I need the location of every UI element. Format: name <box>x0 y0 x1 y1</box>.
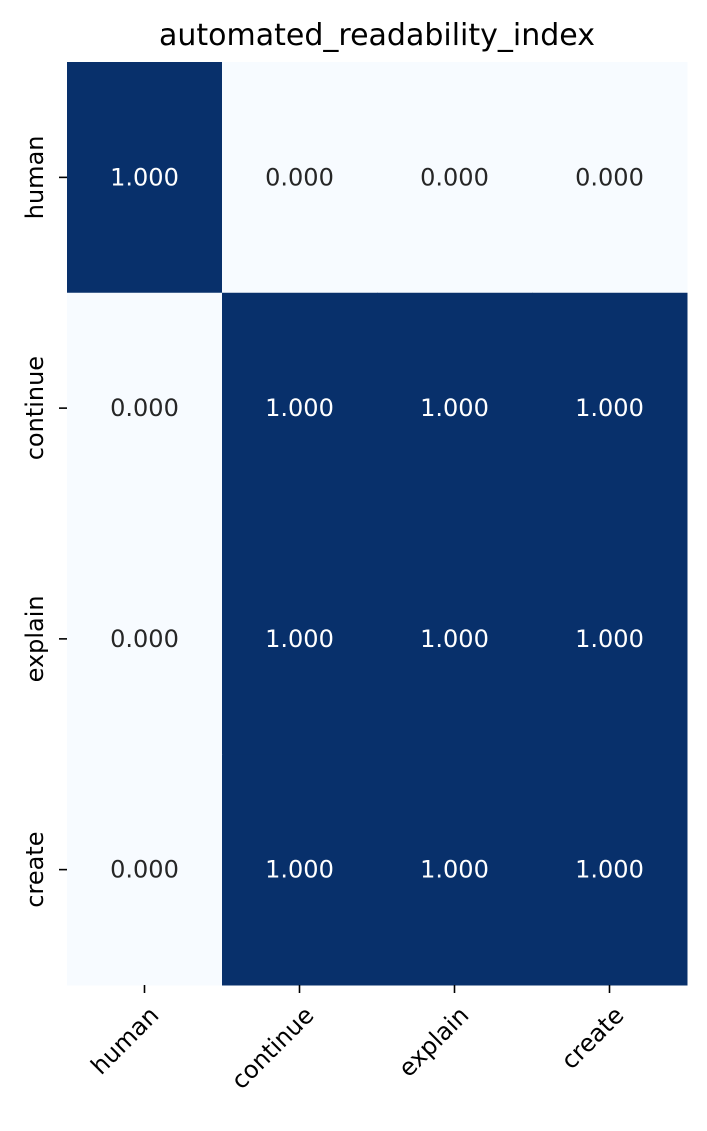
heatmap-cell <box>532 62 688 294</box>
cell-value-label: 0.000 <box>110 856 179 884</box>
heatmap-cell <box>67 754 223 986</box>
cell-value-label: 1.000 <box>575 625 644 653</box>
chart-title: automated_readability_index <box>159 18 595 53</box>
x-tick-label: explain <box>393 1001 474 1082</box>
cell-value-label: 0.000 <box>265 163 334 191</box>
heatmap-cell <box>377 292 533 524</box>
y-tick-label: explain <box>21 595 49 682</box>
heatmap-cell <box>222 292 378 524</box>
cell-value-label: 1.000 <box>265 856 334 884</box>
cell-value-label: 1.000 <box>420 856 489 884</box>
heatmap-cell <box>377 62 533 294</box>
heatmap-cell <box>67 62 223 294</box>
heatmap-cell <box>377 523 533 755</box>
y-tick-label: continue <box>21 356 49 460</box>
heatmap-cell <box>222 523 378 755</box>
cell-value-label: 0.000 <box>110 625 179 653</box>
x-tick-label: create <box>556 1001 630 1075</box>
cell-value-label: 1.000 <box>575 394 644 422</box>
x-tick-label: continue <box>226 1001 320 1095</box>
cell-value-label: 1.000 <box>265 625 334 653</box>
cell-value-label: 1.000 <box>265 394 334 422</box>
heatmap-cell <box>222 62 378 294</box>
y-axis: human continue explain create <box>21 136 67 908</box>
heatmap-cell <box>532 292 688 524</box>
cell-value-label: 0.000 <box>575 163 644 191</box>
heatmap-cell <box>532 523 688 755</box>
cell-value-label: 0.000 <box>110 394 179 422</box>
x-axis: human continue explain create <box>85 985 629 1095</box>
cell-value-label: 1.000 <box>110 163 179 191</box>
cell-value-label: 1.000 <box>420 394 489 422</box>
heatmap-cell <box>222 754 378 986</box>
heatmap-cell <box>67 523 223 755</box>
y-tick-label: human <box>21 136 49 220</box>
cell-value-label: 1.000 <box>575 856 644 884</box>
y-tick-label: create <box>21 832 49 908</box>
cell-value-label: 0.000 <box>420 163 489 191</box>
cell-value-label: 1.000 <box>420 625 489 653</box>
heatmap-cell <box>67 292 223 524</box>
heatmap-cell <box>532 754 688 986</box>
heatmap-cell <box>377 754 533 986</box>
heatmap-cells <box>67 62 688 986</box>
x-tick-label: human <box>85 1001 164 1080</box>
heatmap-cell-labels: 1.000 0.000 0.000 0.000 0.000 1.000 1.000 1.000… <box>110 163 644 883</box>
